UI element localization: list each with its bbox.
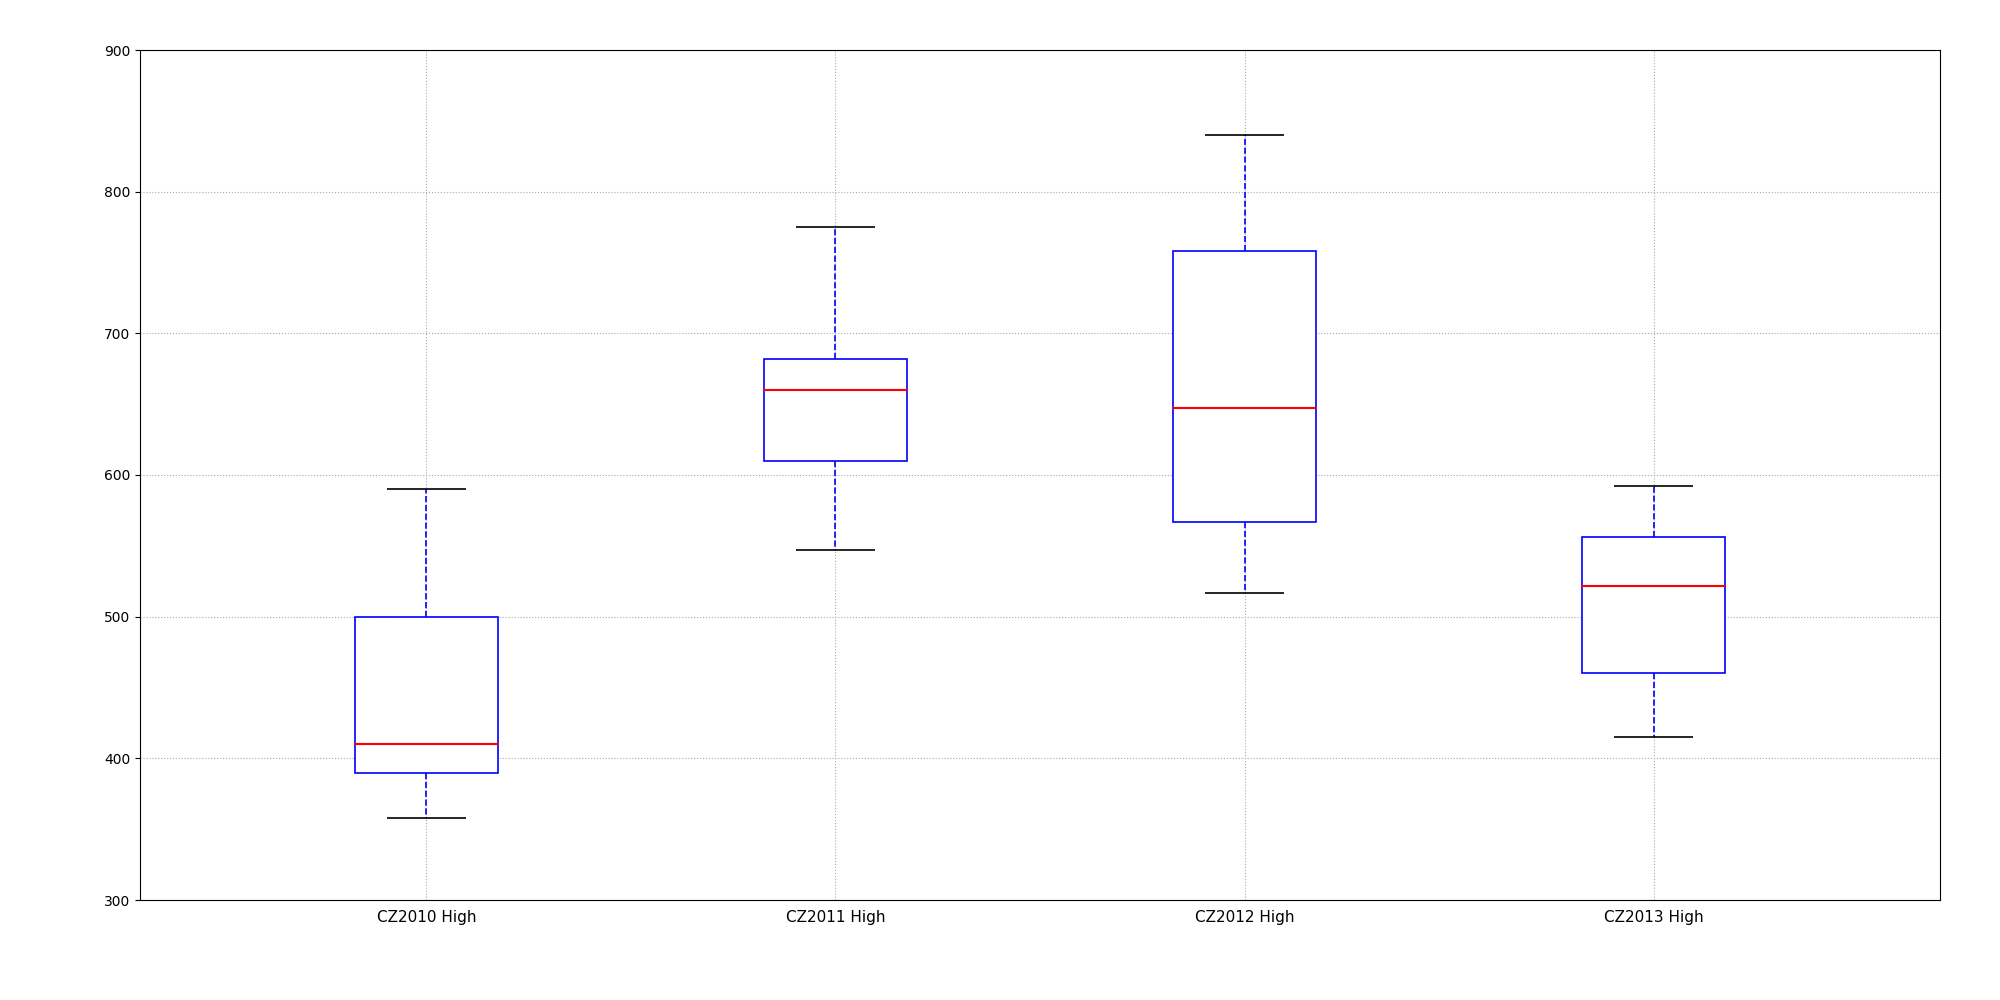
Bar (764, 359, 908, 461)
Bar (1582, 537, 1726, 673)
Bar (354, 617, 498, 772)
Bar (1172, 251, 1316, 522)
